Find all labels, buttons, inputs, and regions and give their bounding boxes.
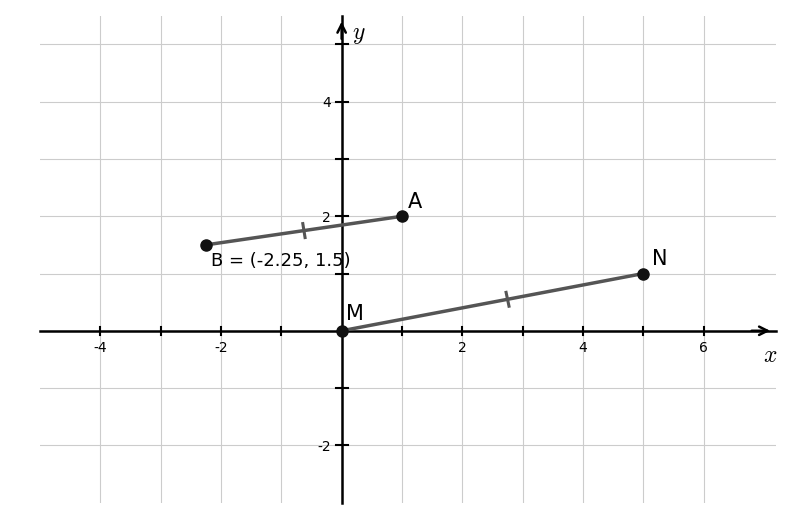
Text: M: M — [346, 304, 364, 324]
Text: B = (-2.25, 1.5): B = (-2.25, 1.5) — [210, 252, 350, 270]
Text: $x$: $x$ — [762, 343, 777, 367]
Text: $y$: $y$ — [353, 22, 366, 45]
Text: A: A — [408, 191, 422, 212]
Text: N: N — [652, 249, 668, 269]
